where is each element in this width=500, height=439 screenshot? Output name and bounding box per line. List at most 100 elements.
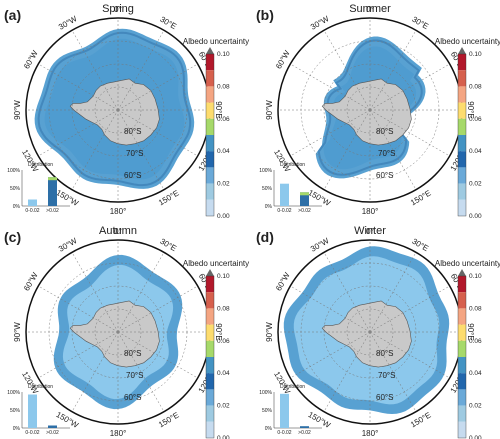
latitude-label: 60°S	[124, 171, 141, 180]
colorbar-tick-label: 0.04	[217, 370, 230, 377]
colorbar-segment	[458, 102, 466, 119]
meridian-line	[117, 63, 198, 111]
meridian-line	[369, 63, 450, 111]
longitude-label: 90°W	[13, 100, 22, 120]
colorbar-segment	[206, 405, 214, 422]
distribution-bar	[300, 426, 309, 428]
colorbar-segment	[206, 276, 214, 293]
distribution-title: Distribution	[28, 162, 53, 168]
antarctica-landmass	[321, 300, 412, 368]
colorbar-extend-arrow	[458, 47, 466, 54]
distribution-bar	[28, 394, 37, 428]
meridian-line	[323, 109, 371, 190]
colorbar-segment	[206, 373, 214, 390]
latitude-label: 70°S	[126, 149, 143, 158]
colorbar-segment	[458, 167, 466, 184]
colorbar-tick-label: 0.10	[217, 273, 230, 280]
meridian-line	[369, 285, 450, 333]
colorbar-title: Albedo uncertainty	[435, 37, 500, 46]
colorbar-tick-label: 0.08	[469, 83, 482, 90]
colorbar-segment	[206, 118, 214, 135]
colorbar-frame	[205, 53, 215, 217]
colorbar-segment	[458, 308, 466, 325]
colorbar-segment	[458, 292, 466, 309]
meridian-line	[369, 109, 450, 157]
distribution-bar	[300, 192, 309, 206]
meridian-line	[290, 109, 371, 157]
latitude-label: 60°S	[124, 393, 141, 402]
distribution-y-tick: 100%	[7, 168, 20, 174]
season-title: Winter	[354, 225, 386, 237]
meridian-line	[117, 109, 165, 190]
colorbar-segment	[458, 276, 466, 293]
latitude-circle	[346, 86, 394, 134]
colorbar-segment	[206, 421, 214, 438]
panel-label: (a)	[4, 7, 21, 23]
longitude-label: 0°	[114, 227, 122, 236]
colorbar-frame	[457, 275, 467, 439]
longitude-label: 90°E	[214, 323, 223, 340]
latitude-label: 60°S	[376, 393, 393, 402]
meridian-line	[323, 30, 371, 111]
colorbar-tick-label: 0.10	[217, 51, 230, 58]
colorbar-tick-label: 0.06	[217, 116, 230, 123]
colorbar-tick-label: 0.06	[469, 116, 482, 123]
longitude-label: 0°	[366, 5, 374, 14]
colorbar-segment	[458, 389, 466, 406]
meridian-line	[369, 331, 450, 379]
sea-ice-edge	[37, 31, 192, 187]
colorbar-extend-arrow	[458, 269, 466, 276]
season-title: Autumn	[99, 225, 137, 237]
colorbar-segment	[206, 292, 214, 309]
latitude-circle	[94, 308, 142, 356]
colorbar-segment	[458, 324, 466, 341]
colorbar-title: Albedo uncertainty	[435, 259, 500, 268]
colorbar-tick-label: 0.00	[217, 213, 230, 220]
meridian-line	[38, 109, 119, 157]
distribution-y-tick: 0%	[13, 204, 21, 210]
antarctica-landmass	[321, 78, 412, 146]
meridian-line	[369, 331, 417, 412]
meridian-line	[117, 285, 198, 333]
distribution-y-tick: 0%	[265, 426, 273, 432]
latitude-circle	[346, 308, 394, 356]
colorbar-segment	[206, 340, 214, 357]
distribution-title: Distribution	[280, 162, 305, 168]
colorbar-segment	[206, 357, 214, 374]
distribution-y-tick: 0%	[13, 426, 21, 432]
colorbar-tick-label: 0.06	[469, 338, 482, 345]
colorbar-tick-label: 0.04	[469, 370, 482, 377]
distribution-x-tick: >0.02	[298, 208, 311, 214]
colorbar-segment	[206, 183, 214, 200]
colorbar-segment	[206, 135, 214, 152]
colorbar-segment	[458, 357, 466, 374]
colorbar-tick-label: 0.00	[469, 213, 482, 220]
latitude-label: 60°S	[376, 171, 393, 180]
panel-autumn: (c) Autumn0°30°E60°E90°E120°E150°E180°150…	[4, 225, 249, 439]
colorbar-segment	[206, 167, 214, 184]
colorbar-segment	[206, 324, 214, 341]
colorbar-segment	[458, 135, 466, 152]
colorbar-segment	[206, 54, 214, 71]
colorbar-tick-label: 0.02	[469, 181, 482, 188]
colorbar-segment	[458, 340, 466, 357]
colorbar-title: Albedo uncertainty	[183, 259, 249, 268]
meridian-line	[290, 63, 371, 111]
longitude-label: 90°E	[466, 323, 475, 340]
latitude-label: 80°S	[124, 127, 141, 136]
distribution-y-tick: 50%	[10, 408, 21, 414]
panel-summer: (b) Summer0°30°E60°E90°E120°E150°E180°150…	[256, 3, 500, 220]
meridian-line	[117, 252, 165, 333]
meridian-line	[117, 109, 198, 157]
panel-label: (d)	[256, 229, 274, 245]
longitude-label: 90°W	[265, 100, 274, 120]
colorbar-tick-label: 0.04	[469, 148, 482, 155]
latitude-label: 80°S	[376, 127, 393, 136]
longitude-label: 180°	[362, 207, 379, 216]
distribution-bar-top	[300, 192, 309, 196]
meridian-line	[323, 331, 371, 412]
colorbar-tick-label: 0.10	[469, 273, 482, 280]
colorbar-extend-arrow	[206, 47, 214, 54]
colorbar-frame	[205, 275, 215, 439]
